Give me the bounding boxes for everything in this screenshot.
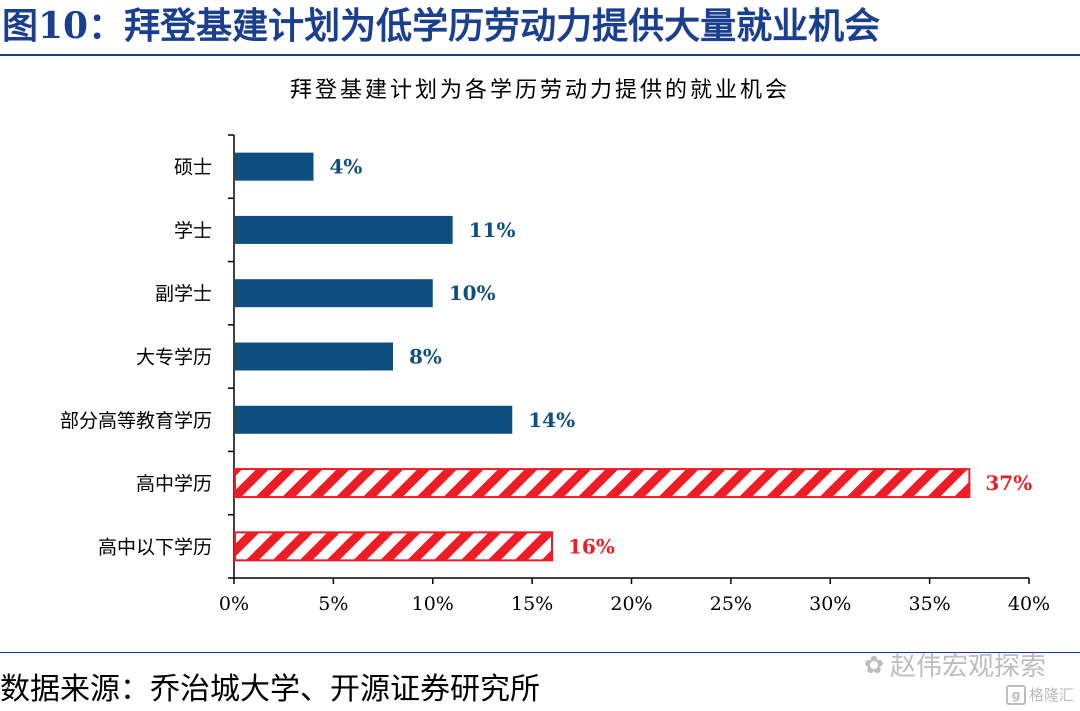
bar-highlight [234,531,553,562]
x-tick-label: 25% [710,593,752,615]
x-tick-label: 35% [909,593,951,615]
x-tick-label: 20% [610,593,652,615]
category-label: 硕士 [174,157,212,179]
figure-title: 图10：拜登基建计划为低学历劳动力提供大量就业机会 [2,5,881,47]
data-label: 10% [449,281,496,305]
data-label: 4% [330,155,363,179]
watermark: ✿ 赵伟宏观探索 [864,646,1046,683]
bar [235,342,393,371]
category-label: 学士 [174,220,212,242]
bar-highlight [234,468,971,499]
bar [235,405,513,434]
x-tick-label: 0% [219,593,249,615]
bar-chart: 0% 5% 10% 15% 20% 25% 30% 35% 40% 硕士 4% 学士 11% 副学士 10%… [60,134,1050,615]
data-label: 16% [568,534,615,558]
data-label: 14% [528,408,575,432]
category-label: 高中学历 [136,473,212,495]
watermark-text: 赵伟宏观探索 [889,652,1046,682]
logo-icon: g [1005,684,1026,705]
category-label: 部分高等教育学历 [60,410,212,432]
bar [235,215,453,244]
category-label: 副学士 [155,283,212,305]
x-tick-label: 15% [511,593,553,615]
category-label: 大专学历 [136,347,212,369]
wechat-icon: ✿ [863,650,884,679]
header-divider [0,54,1080,56]
data-label: 11% [469,218,516,242]
x-tick-label: 40% [1008,593,1050,615]
category-label: 高中以下学历 [98,536,212,558]
logo-text: 格隆汇 [1028,686,1074,704]
x-tick-label: 30% [809,593,851,615]
x-tick-label: 10% [412,593,454,615]
logo-mark: g 格隆汇 [1005,684,1074,705]
bar [235,152,314,181]
data-label: 8% [409,345,442,369]
footer-divider [0,652,1080,653]
bar [235,279,433,308]
chart-title: 拜登基建计划为各学历劳动力提供的就业机会 [289,78,790,103]
x-tick-label: 5% [318,593,348,615]
data-label: 37% [985,471,1032,495]
source-note: 数据来源：乔治城大学、开源证券研究所 [0,672,540,707]
